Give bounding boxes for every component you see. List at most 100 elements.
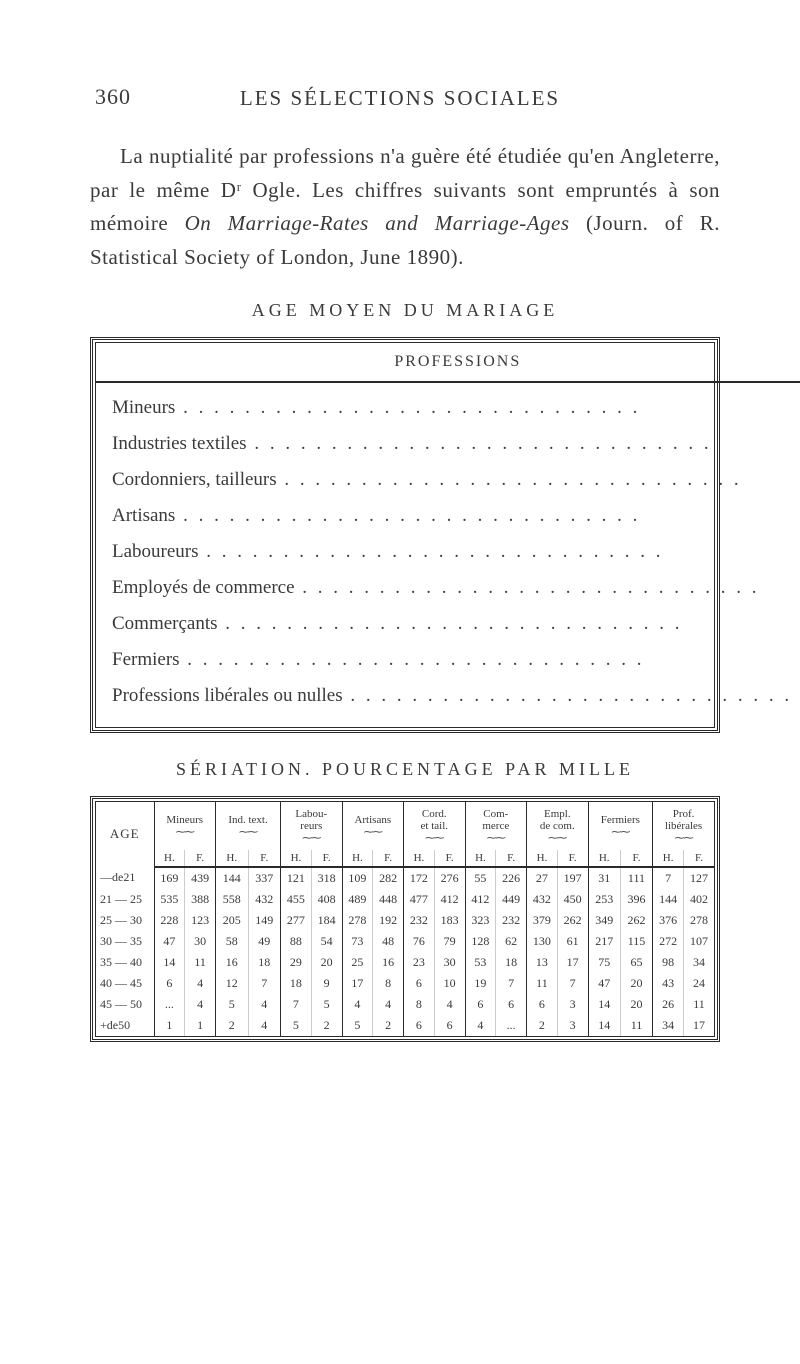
table2-cell: 205	[216, 910, 249, 931]
table2-cell: 13	[527, 952, 558, 973]
table2-cell: 11	[684, 994, 714, 1015]
table2-cell: 558	[216, 889, 249, 910]
table2-cell: 272	[653, 931, 684, 952]
table2-row-label: +de50	[96, 1015, 154, 1036]
table2-cell: ...	[154, 994, 185, 1015]
table2-cell: 7	[248, 973, 281, 994]
table2-cell: 4	[434, 994, 465, 1015]
table2-cell: 76	[404, 931, 435, 952]
table2-cell: 88	[281, 931, 312, 952]
table2-cell: 12	[216, 973, 249, 994]
table2-cell: 3	[557, 1015, 588, 1036]
table2-cell: 62	[496, 931, 527, 952]
table2-cell: 232	[496, 910, 527, 931]
table2-cell: 31	[588, 867, 620, 889]
table2-cell: 228	[154, 910, 185, 931]
table2-cell: 455	[281, 889, 312, 910]
table2-group-header: Mineurs⁓⁓	[154, 802, 216, 849]
table-row: Commerçants26.6724.22	[96, 609, 800, 645]
table2-cell: 2	[527, 1015, 558, 1036]
table-row: Employés de commerce26.2524.43	[96, 573, 800, 609]
table2-sub-header: H.	[342, 850, 373, 867]
table2-cell: 489	[342, 889, 373, 910]
table2-cell: 276	[434, 867, 465, 889]
table2-cell: 17	[684, 1015, 714, 1036]
table2-cell: 107	[684, 931, 714, 952]
table2-sub-header: F.	[248, 850, 281, 867]
table2-cell: 98	[653, 952, 684, 973]
table2-cell: 11	[620, 1015, 652, 1036]
table2-cell: 123	[185, 910, 216, 931]
table2-cell: 14	[588, 994, 620, 1015]
table2-cell: 217	[588, 931, 620, 952]
section1-heading: AGE MOYEN DU MARIAGE	[90, 300, 720, 321]
table2-cell: 432	[527, 889, 558, 910]
table-row: Artisans25.3523.70	[96, 501, 800, 537]
table2-sub-header: H.	[527, 850, 558, 867]
table2-sub-header: H.	[154, 850, 185, 867]
table1-label-cell: Artisans	[96, 501, 800, 537]
table2-cell: 432	[248, 889, 281, 910]
table2-cell: 5	[311, 994, 342, 1015]
table2-cell: 144	[216, 867, 249, 889]
table2-group-header: Cord.et tail.⁓⁓	[404, 802, 466, 849]
table2-cell: 4	[185, 973, 216, 994]
table2-cell: 47	[588, 973, 620, 994]
table2-sub-header: H.	[465, 850, 496, 867]
table2-sub-header: F.	[185, 850, 216, 867]
table2-sub-header: F.	[311, 850, 342, 867]
table2-cell: 11	[185, 952, 216, 973]
table2-cell: 14	[154, 952, 185, 973]
table-row: +de5011245252664...2314113417	[96, 1015, 714, 1036]
table2-cell: 1	[154, 1015, 185, 1036]
table2-cell: 27	[527, 867, 558, 889]
table1-label-cell: Fermiers	[96, 645, 800, 681]
table1-label-cell: Employés de commerce	[96, 573, 800, 609]
table2-cell: 6	[404, 973, 435, 994]
table1-col-professions: PROFESSIONS	[96, 343, 800, 382]
table2-cell: 73	[342, 931, 373, 952]
table2-cell: 65	[620, 952, 652, 973]
table2-cell: 169	[154, 867, 185, 889]
table2-cell: 349	[588, 910, 620, 931]
table2-group-header: Fermiers⁓⁓	[588, 802, 653, 849]
table2-cell: 318	[311, 867, 342, 889]
table2-cell: 408	[311, 889, 342, 910]
table2-row-label: —de21	[96, 867, 154, 889]
table2-inner: AGE Mineurs⁓⁓Ind. text.⁓⁓Labou-reurs⁓⁓Ar…	[95, 801, 715, 1036]
table2-cell: 23	[404, 952, 435, 973]
table2-cell: 34	[684, 952, 714, 973]
table2-cell: 535	[154, 889, 185, 910]
table2-cell: 127	[684, 867, 714, 889]
table2-cell: 30	[434, 952, 465, 973]
table2-row-label: 30 — 35	[96, 931, 154, 952]
table2-cell: 5	[216, 994, 249, 1015]
table2-cell: 323	[465, 910, 496, 931]
table2-cell: 197	[557, 867, 588, 889]
table1-label-cell: Industries textiles	[96, 429, 800, 465]
table2-group-header: Artisans⁓⁓	[342, 802, 404, 849]
table2-sub-header: F.	[684, 850, 714, 867]
table-row: Cordonniers, tailleurs24.9224.31	[96, 465, 800, 501]
table2-row-label: 45 — 50	[96, 994, 154, 1015]
table2-cell: 4	[248, 1015, 281, 1036]
table2-cell: 49	[248, 931, 281, 952]
table2-cell: 34	[653, 1015, 684, 1036]
table2-cell: 8	[404, 994, 435, 1015]
table-row: Professions libérales ou nulles31.2226.4…	[96, 681, 800, 727]
table2-cell: 5	[281, 1015, 312, 1036]
table2-sub-header: F.	[496, 850, 527, 867]
table2-sub-header: F.	[434, 850, 465, 867]
table2-cell: 1	[185, 1015, 216, 1036]
table2-group-header: Ind. text.⁓⁓	[216, 802, 281, 849]
table2-cell: 477	[404, 889, 435, 910]
table2-cell: 111	[620, 867, 652, 889]
table2-cell: 7	[653, 867, 684, 889]
table2-cell: 278	[684, 910, 714, 931]
table2-group-header: Empl.de com.⁓⁓	[527, 802, 589, 849]
running-title: LES SÉLECTIONS SOCIALES	[0, 86, 800, 111]
table2-cell: 16	[373, 952, 404, 973]
table2-cell: 54	[311, 931, 342, 952]
table-row: 45 — 50...454754484666314202611	[96, 994, 714, 1015]
table-row: 35 — 40141116182920251623305318131775659…	[96, 952, 714, 973]
